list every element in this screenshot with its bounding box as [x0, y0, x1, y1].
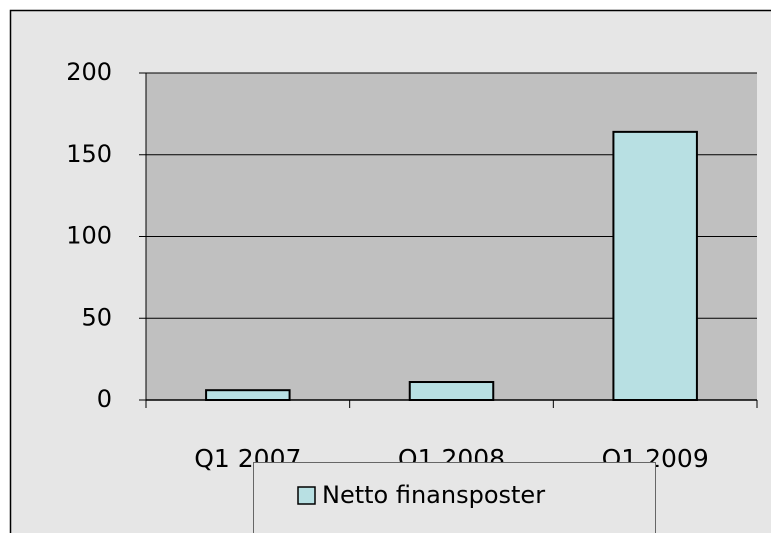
y-tick-label: 150 [66, 140, 112, 168]
legend-label: Netto finansposter [322, 481, 545, 509]
y-tick-label: 0 [97, 385, 112, 413]
y-tick-label: 50 [81, 303, 112, 331]
legend-box [253, 462, 656, 533]
bar [612, 130, 698, 402]
bar [408, 381, 495, 402]
legend-swatch [297, 486, 316, 505]
y-tick-label: 200 [66, 58, 112, 86]
y-tick-label: 100 [66, 222, 112, 250]
bar [205, 389, 291, 402]
